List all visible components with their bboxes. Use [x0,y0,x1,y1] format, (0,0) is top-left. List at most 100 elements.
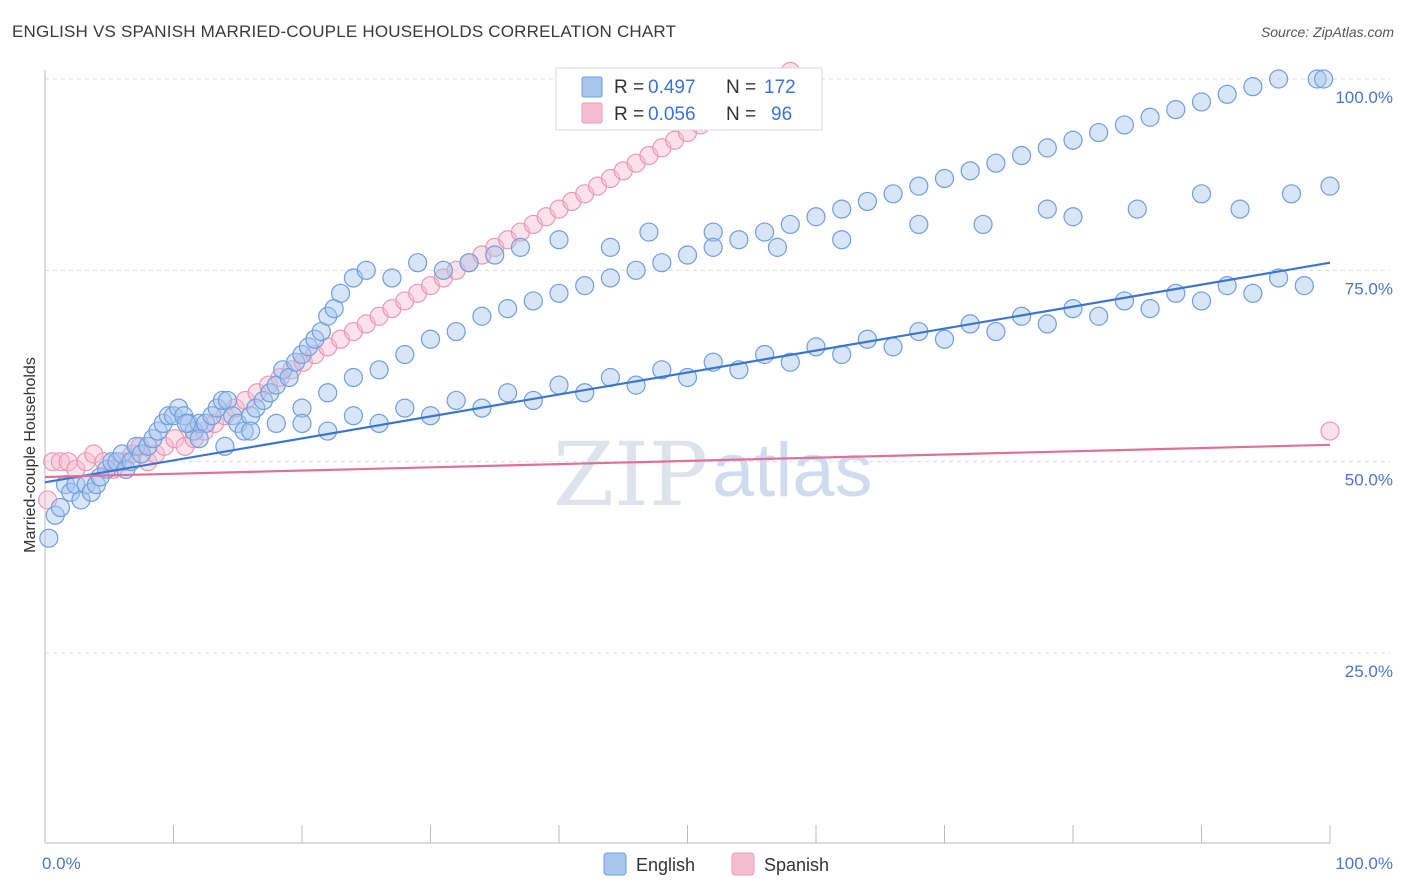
english-point-79 [241,421,261,441]
x-tick-labels: 0.0% 100.0% [42,854,1393,873]
legend-spanish-n-label: N = [726,104,756,125]
english-point-2 [50,497,71,518]
legend-english-r-label: R = [614,77,644,98]
english-point-101 [806,207,826,227]
legend-spanish-r-label: R = [614,104,644,125]
grid-lines [45,78,1390,654]
english-point-131 [575,383,595,403]
english-point-0 [39,528,59,548]
legend-spanish-r-value: 0.056 [648,104,696,125]
english-point-80 [266,413,286,433]
english-point-105 [909,176,929,196]
watermark: ZIP atlas [553,423,873,526]
english-point-41 [260,383,280,403]
chart-title: ENGLISH VS SPANISH MARRIED-COUPLE HOUSEH… [12,22,677,41]
english-point-94 [626,260,646,280]
spanish-trendline [44,443,1331,479]
english-point-107 [960,161,980,181]
spanish-point-1 [43,452,63,472]
english-point-71 [1127,199,1147,219]
english-point-81 [292,398,312,418]
english-point-140 [806,337,826,357]
english-point-90 [523,291,543,311]
english-point-102 [832,199,852,219]
english-point-87 [446,321,466,342]
english-point-118 [1243,77,1263,97]
english-point-50 [318,306,338,326]
english-point-89 [498,299,518,319]
english-point-143 [883,337,903,357]
english-point-23 [158,406,178,426]
y-tick-label-0: 25.0% [1345,662,1393,681]
english-point-33 [212,390,232,411]
english-point-111 [1063,130,1083,150]
legend-bottom-english-swatch [603,852,627,876]
english-point-133 [626,375,646,395]
english-point-121 [318,421,338,441]
legend-english-n-value: 172 [764,77,796,98]
english-point-116 [1191,92,1212,112]
english-point-117 [1217,84,1237,104]
english-point-64 [703,222,723,242]
english-point-128 [498,383,518,403]
english-point-109 [1011,145,1032,166]
english-point-122 [343,406,363,426]
english-point-112 [1089,122,1109,143]
english-point-159 [1294,276,1314,296]
x-tick-label-1: 100.0% [1335,854,1393,873]
legend-top: R = 0.497 N = 172 R = 0.056 N = 96 [555,67,823,131]
english-point-67 [909,214,929,235]
english-point-70 [1063,207,1083,227]
english-point-151 [1089,306,1109,326]
english-point-85 [395,344,415,365]
spanish-point-15 [165,429,185,449]
english-point-120 [292,413,312,433]
english-point-73 [1230,199,1250,219]
legend-spanish-swatch [581,102,603,124]
y-axis-label: Married-couple Households [22,357,39,553]
english-point-152 [1114,291,1135,311]
english-point-45 [285,352,306,372]
english-point-75 [1320,176,1340,196]
english-point-106 [934,168,955,189]
legend-spanish-n-value: 96 [771,104,792,125]
legend-english-r-value: 0.497 [648,77,696,98]
english-point-55 [382,268,402,288]
english-point-34 [217,390,238,411]
english-point-46 [292,344,312,365]
english-point-65 [767,237,788,257]
english-point-88 [472,306,492,326]
english-point-124 [395,398,415,418]
english-point-149 [1037,314,1057,334]
y-tick-label-1: 50.0% [1345,471,1393,490]
english-trendline [44,261,1331,484]
spanish-point-17 [184,429,204,449]
english-point-104 [883,184,903,204]
y-tick-label-3: 100.0% [1335,88,1393,107]
english-point-69 [1037,199,1057,219]
english-point-95 [652,253,672,273]
english-point-157 [1243,283,1263,303]
english-point-74 [1281,184,1302,204]
spanish-point-94 [1320,421,1340,441]
legend-bottom-spanish-swatch [731,852,755,876]
english-point-60 [510,237,531,257]
legend-english-swatch [581,76,603,98]
english-point-139 [780,352,800,372]
legend-bottom-spanish-label: Spanish [764,855,829,875]
english-point-6 [71,490,91,510]
english-point-82 [318,383,338,403]
english-point-114 [1140,107,1160,127]
english-point-57 [433,260,453,280]
english-point-39 [246,398,266,418]
english-point-115 [1166,100,1186,120]
english-point-48 [305,329,325,349]
spanish-point-6 [84,444,104,464]
english-point-126 [446,390,466,411]
english-point-47 [298,337,319,357]
english-point-155 [1191,291,1212,311]
legend-bottom-english-label: English [636,855,695,875]
legend-english-n-label: N = [726,77,756,98]
english-point-153 [1140,299,1160,319]
